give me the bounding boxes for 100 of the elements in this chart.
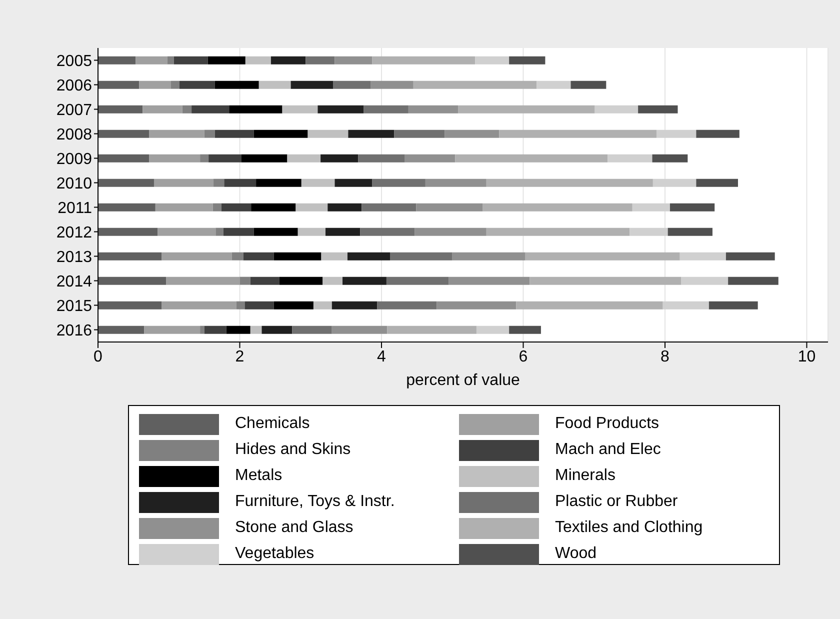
bar — [154, 178, 214, 187]
bar — [262, 326, 292, 334]
bar — [244, 301, 274, 310]
bar — [632, 203, 670, 212]
bar — [364, 105, 408, 114]
bar — [279, 276, 323, 285]
bar — [232, 252, 244, 260]
bar — [298, 228, 326, 236]
bar — [162, 252, 232, 260]
bar — [328, 203, 362, 212]
bar — [486, 228, 630, 236]
y-tick-label: 2006 — [56, 77, 92, 94]
bar — [696, 130, 740, 138]
bar — [516, 301, 663, 310]
bar — [226, 326, 250, 334]
bar — [726, 252, 775, 260]
bar — [287, 154, 321, 162]
bar — [214, 80, 259, 89]
y-tick-label: 2009 — [56, 150, 92, 168]
bar — [360, 228, 415, 236]
bar — [448, 276, 530, 285]
bar — [240, 276, 250, 285]
bar — [274, 301, 314, 310]
bar — [229, 105, 282, 114]
bar — [348, 130, 394, 138]
bar — [652, 154, 688, 162]
legend-label: Metals — [235, 467, 282, 485]
bar — [98, 154, 150, 162]
bar — [144, 326, 200, 334]
bar — [149, 154, 200, 162]
bar — [208, 56, 246, 64]
bar — [250, 326, 262, 334]
y-tick-label: 2008 — [56, 126, 92, 144]
bar — [292, 326, 332, 334]
bar — [536, 80, 571, 89]
legend-label: Wood — [555, 545, 597, 563]
bar — [708, 301, 758, 310]
bar — [425, 178, 486, 187]
bar — [254, 228, 298, 236]
bar — [413, 80, 537, 89]
bar — [98, 56, 136, 64]
legend-label: Minerals — [555, 467, 616, 485]
bar — [475, 56, 510, 64]
bar — [608, 154, 652, 162]
bar — [136, 56, 168, 64]
bar — [332, 326, 388, 334]
bar — [386, 276, 449, 285]
bar — [408, 105, 458, 114]
bar — [241, 154, 288, 162]
bar — [171, 80, 180, 89]
bar — [509, 326, 541, 334]
bar — [221, 203, 252, 212]
bar — [321, 252, 348, 260]
y-tick-label: 2012 — [56, 224, 92, 242]
bar — [326, 228, 360, 236]
bar — [254, 130, 308, 138]
bar — [670, 203, 715, 212]
bar — [142, 105, 182, 114]
bar — [318, 105, 364, 114]
y-tick-label: 2016 — [56, 322, 92, 340]
bar — [166, 276, 240, 285]
legend-label: Vegetables — [235, 545, 314, 563]
bar — [98, 178, 154, 187]
bar — [414, 228, 486, 236]
y-tick-label: 2011 — [58, 200, 92, 217]
y-tick-label: 2014 — [56, 273, 92, 290]
x-tick-label: 10 — [798, 348, 816, 366]
bar — [98, 203, 156, 212]
bar — [334, 178, 372, 187]
bar — [98, 130, 150, 138]
bar — [192, 105, 230, 114]
bar — [320, 154, 358, 162]
bar — [377, 301, 437, 310]
bar — [509, 56, 546, 64]
bar — [270, 56, 306, 64]
bar — [525, 252, 680, 260]
bar — [224, 178, 256, 187]
bar — [290, 80, 334, 89]
x-tick-label: 2 — [235, 348, 244, 366]
bar — [204, 130, 215, 138]
bar — [390, 252, 452, 260]
legend-label: Furniture, Toys & Instr. — [235, 493, 395, 511]
bar — [200, 326, 204, 334]
bar — [250, 276, 280, 285]
bar — [668, 228, 712, 236]
bar — [416, 203, 483, 212]
y-tick-label: 2005 — [56, 52, 92, 70]
bar — [182, 105, 192, 114]
bar — [296, 203, 328, 212]
bar — [652, 178, 696, 187]
x-tick-label: 0 — [94, 348, 103, 366]
bar — [98, 252, 162, 260]
y-tick-label: 2015 — [56, 298, 92, 315]
bar — [404, 154, 456, 162]
x-tick-label: 8 — [660, 348, 670, 366]
bar — [274, 252, 322, 260]
bar — [98, 326, 144, 334]
bar — [282, 105, 318, 114]
bar — [656, 130, 696, 138]
bar — [347, 252, 390, 260]
